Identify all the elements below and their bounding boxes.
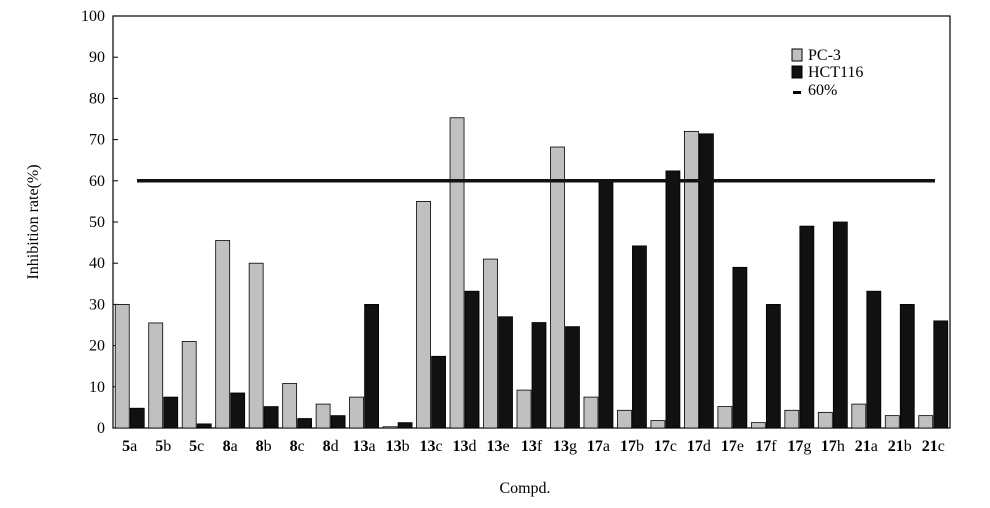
legend-label-hct116: HCT116 — [808, 64, 863, 81]
bar-pc-3-19 — [750, 422, 766, 429]
x-tick-label: 17b — [620, 438, 644, 455]
x-tick-label: 8a — [223, 438, 238, 455]
bar-hct116-12 — [531, 322, 547, 429]
y-tick-label: 100 — [81, 8, 105, 25]
bar-pc-3-14 — [583, 396, 599, 429]
x-tick-label: 5a — [122, 438, 137, 455]
bar-hct116-24 — [933, 320, 949, 429]
y-tick-label: 50 — [89, 214, 105, 231]
x-tick-label: 5b — [155, 438, 171, 455]
bar-pc-3-2 — [181, 341, 197, 429]
bar-pc-3-11 — [483, 258, 498, 429]
bar-pc-3-4 — [248, 262, 264, 429]
bar-pc-3-6 — [315, 403, 331, 429]
x-tick-label: 13f — [521, 438, 543, 455]
bar-hct116-0 — [129, 407, 145, 429]
y-tick-label: 40 — [89, 255, 105, 272]
legend: PC-3 HCT116 60% — [791, 47, 863, 99]
bar-hct116-5 — [297, 418, 313, 429]
bar-pc-3-5 — [282, 383, 298, 429]
x-tick-label: 21a — [855, 438, 878, 455]
y-tick-label: 90 — [89, 49, 105, 66]
bar-pc-3-9 — [416, 200, 431, 429]
x-tick-label: 13c — [420, 438, 443, 455]
y-tick-label: 30 — [89, 296, 105, 313]
bar-pc-3-22 — [851, 403, 867, 429]
bar-hct116-19 — [765, 303, 781, 429]
bar-hct116-14 — [598, 180, 614, 429]
x-tick-label: 17d — [687, 438, 711, 455]
bar-pc-3-24 — [918, 415, 934, 429]
bar-hct116-7 — [364, 303, 380, 429]
plot-area: 0 10 20 30 40 50 60 70 80 90 100 5a 5b 5c 8a 8b 8c 8d 13a 1… — [81, 8, 951, 455]
bar-pc-3-20 — [784, 409, 800, 429]
legend-label-threshold: 60% — [808, 82, 837, 99]
bar-pc-3-3 — [215, 240, 231, 429]
legend-label-pc3: PC-3 — [808, 47, 841, 64]
bar-hct116-22 — [866, 290, 882, 429]
x-tick-label: 21c — [922, 438, 945, 455]
x-tick-label: 17a — [587, 438, 610, 455]
x-tick-label: 17e — [721, 438, 744, 455]
bar-pc-3-23 — [884, 415, 900, 429]
x-axis-title: Compd. — [499, 480, 550, 497]
bar-hct116-15 — [632, 245, 647, 429]
bar-hct116-17 — [699, 133, 714, 429]
bar-hct116-3 — [230, 392, 246, 429]
x-tick-label: 13b — [386, 438, 410, 455]
bar-hct116-6 — [330, 415, 346, 429]
bar-pc-3-10 — [449, 117, 465, 429]
y-tick-label: 20 — [89, 338, 105, 355]
bar-hct116-20 — [799, 225, 815, 429]
bar-pc-3-17 — [684, 130, 699, 429]
bar-pc-3-12 — [516, 389, 532, 429]
bar-pc-3-8 — [382, 426, 398, 429]
legend-swatch-hct116 — [791, 65, 803, 79]
bar-pc-3-21 — [817, 411, 833, 429]
x-tick-label: 17f — [755, 438, 777, 455]
x-tick-label: 13d — [453, 438, 477, 455]
x-tick-label: 13e — [486, 438, 509, 455]
x-tick-label: 8d — [323, 438, 339, 455]
y-tick-label: 70 — [89, 132, 105, 149]
legend-swatch-pc3 — [791, 48, 803, 62]
bar-hct116-21 — [832, 221, 848, 429]
bar-hct116-10 — [464, 290, 480, 429]
bar-pc-3-18 — [717, 406, 733, 429]
bar-hct116-11 — [498, 316, 513, 429]
x-tick-label: 13a — [353, 438, 376, 455]
bar-hct116-18 — [732, 266, 748, 429]
y-tick-label: 60 — [89, 173, 105, 190]
y-tick-label: 10 — [89, 379, 105, 396]
y-tick-label: 80 — [89, 90, 105, 107]
x-tick-label: 5c — [189, 438, 204, 455]
bar-hct116-2 — [196, 423, 212, 429]
bar-pc-3-13 — [550, 146, 565, 429]
bar-hct116-9 — [431, 355, 446, 429]
bar-hct116-4 — [263, 406, 279, 429]
bar-pc-3-15 — [617, 409, 632, 429]
bar-hct116-13 — [565, 326, 580, 429]
y-tick-label: 0 — [97, 420, 105, 437]
x-tick-label: 8b — [256, 438, 272, 455]
x-tick-label: 8c — [290, 438, 305, 455]
x-tick-label: 13g — [553, 438, 577, 455]
x-tick-label: 17g — [787, 438, 811, 455]
x-tick-label: 21b — [888, 438, 912, 455]
bar-hct116-23 — [899, 303, 915, 429]
bar-pc-3-1 — [148, 322, 164, 429]
y-axis-title: Inhibition rate(%) — [25, 164, 42, 279]
legend-swatch-threshold — [793, 91, 801, 94]
x-tick-label: 17c — [654, 438, 677, 455]
bar-hct116-8 — [397, 422, 413, 429]
x-tick-label: 17h — [821, 438, 845, 455]
bar-pc-3-7 — [349, 396, 365, 429]
bar-hct116-16 — [665, 170, 681, 429]
bar-pc-3-0 — [114, 303, 130, 429]
bar-pc-3-16 — [650, 420, 666, 429]
bar-hct116-1 — [163, 396, 179, 429]
